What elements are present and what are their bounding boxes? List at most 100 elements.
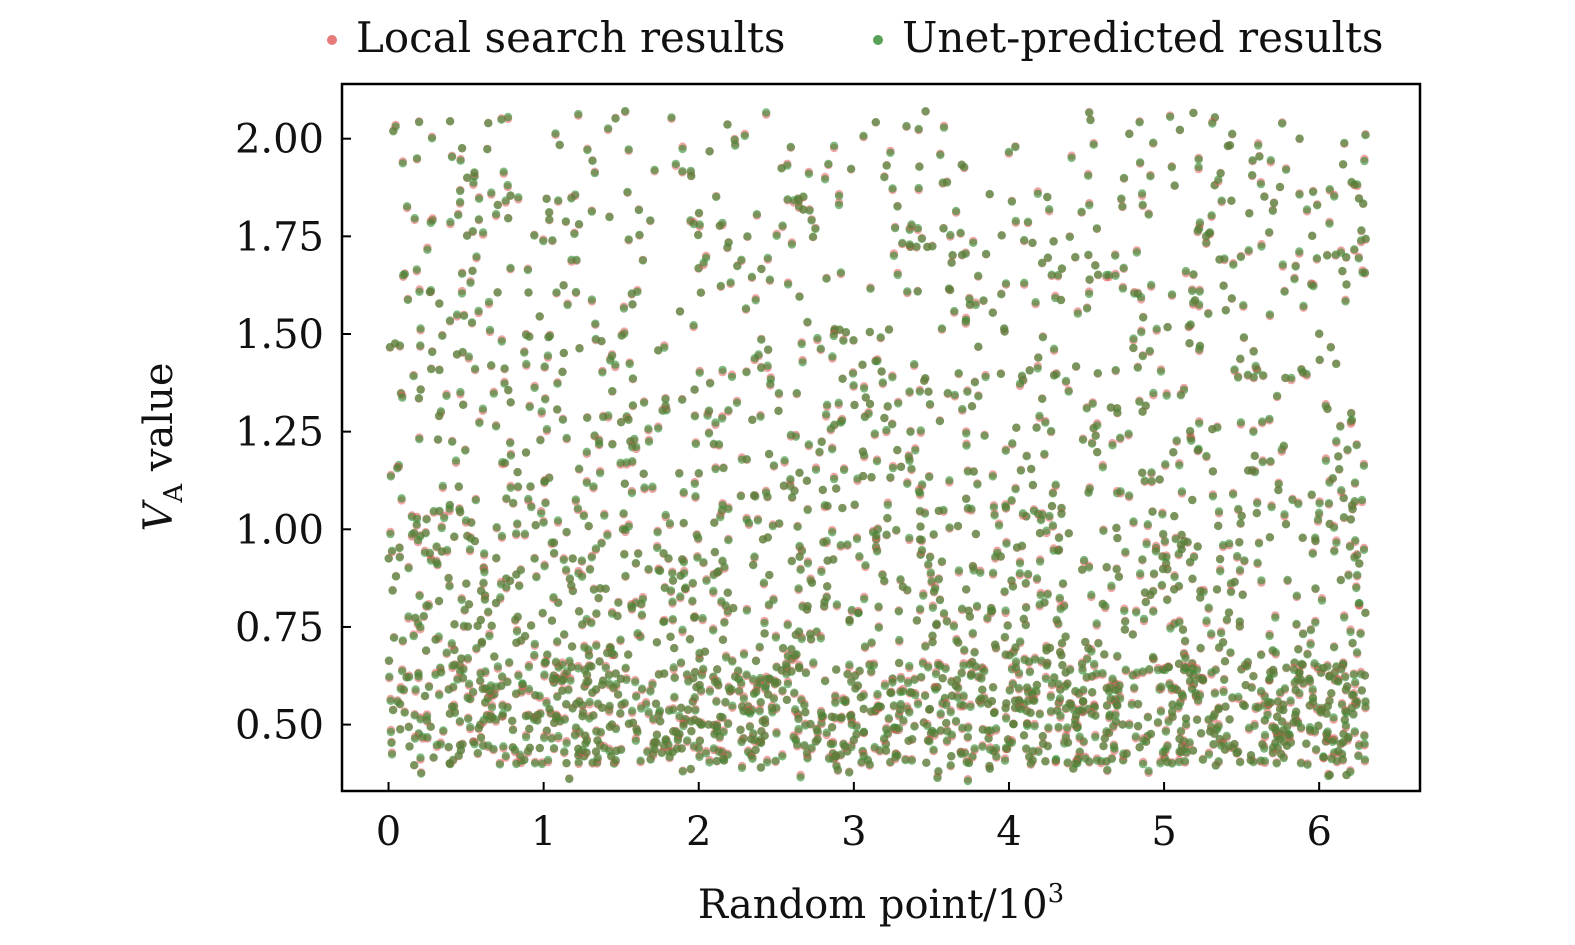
unet-predicted-point (1138, 351, 1148, 361)
unet-predicted-point (827, 712, 836, 722)
unet-predicted-point (420, 691, 430, 701)
unet-predicted-point (463, 693, 472, 703)
unet-predicted-point (574, 757, 583, 767)
unet-predicted-point (966, 702, 975, 712)
unet-predicted-point (965, 612, 975, 621)
unet-predicted-point (389, 127, 398, 136)
unet-predicted-point (1273, 697, 1283, 706)
unet-predicted-point (969, 467, 978, 476)
unet-predicted-point (1339, 513, 1349, 522)
unet-predicted-point (398, 636, 407, 645)
unet-predicted-point (442, 648, 451, 657)
unet-predicted-point (801, 708, 810, 717)
unet-predicted-point (1043, 192, 1052, 202)
unet-predicted-point (903, 479, 912, 488)
unet-predicted-point (1146, 172, 1155, 181)
unet-predicted-point (1045, 205, 1054, 214)
unet-predicted-point (1234, 504, 1243, 514)
unet-predicted-point (778, 643, 788, 653)
unet-predicted-point (898, 238, 907, 248)
unet-predicted-point (490, 652, 499, 661)
unet-predicted-point (1077, 705, 1087, 714)
unet-predicted-point (1217, 196, 1226, 205)
unet-predicted-point (1158, 747, 1168, 757)
unet-predicted-point (1167, 684, 1176, 693)
unet-predicted-point (747, 735, 756, 744)
unet-predicted-point (763, 758, 772, 767)
unet-predicted-point (924, 387, 933, 396)
unet-predicted-point (1313, 515, 1323, 524)
unet-predicted-point (783, 195, 792, 204)
unet-predicted-point (1138, 200, 1147, 209)
unet-predicted-point (445, 582, 454, 591)
unet-predicted-point (571, 723, 581, 732)
unet-predicted-point (1202, 616, 1211, 625)
unet-predicted-point (997, 231, 1006, 240)
unet-predicted-point (894, 658, 904, 668)
unet-predicted-point (1195, 287, 1204, 296)
unet-predicted-point (850, 500, 859, 509)
unet-predicted-point (989, 708, 999, 718)
unet-predicted-point (1298, 629, 1308, 639)
unet-predicted-point (774, 388, 784, 398)
unet-predicted-point (1151, 547, 1161, 556)
unet-predicted-point (1170, 511, 1179, 521)
unet-predicted-point (837, 713, 846, 722)
unet-predicted-point (1210, 689, 1220, 698)
unet-predicted-point (1227, 294, 1237, 303)
unet-predicted-point (548, 236, 557, 245)
unet-predicted-point (1005, 651, 1014, 660)
unet-predicted-point (883, 500, 892, 510)
unet-predicted-point (1294, 645, 1303, 654)
unet-predicted-point (562, 433, 571, 443)
unet-predicted-point (1120, 606, 1129, 616)
unet-predicted-point (627, 488, 637, 498)
unet-predicted-point (1146, 590, 1155, 600)
unet-predicted-point (751, 745, 760, 755)
unet-predicted-point (928, 603, 938, 612)
unet-predicted-point (891, 753, 900, 762)
unet-predicted-point (457, 289, 467, 298)
unet-predicted-point (1258, 740, 1267, 749)
unet-predicted-point (545, 704, 554, 714)
unet-predicted-point (718, 635, 728, 645)
unet-predicted-point (704, 406, 714, 415)
unet-predicted-point (1118, 720, 1127, 729)
unet-predicted-point (1113, 651, 1122, 661)
unet-predicted-point (936, 150, 945, 160)
unet-predicted-point (584, 651, 594, 660)
unet-predicted-point (1216, 169, 1225, 178)
unet-predicted-point (1314, 508, 1324, 517)
unet-predicted-point (699, 558, 708, 567)
unet-predicted-point (803, 505, 812, 515)
unet-predicted-point (852, 534, 862, 544)
unet-predicted-point (471, 496, 480, 505)
unet-predicted-point (1018, 509, 1028, 518)
unet-predicted-point (954, 369, 963, 378)
unet-predicted-point (1041, 674, 1051, 683)
unet-predicted-point (1230, 577, 1239, 587)
unet-predicted-point (607, 609, 617, 618)
unet-predicted-point (928, 638, 937, 647)
unet-predicted-point (743, 232, 752, 241)
unet-predicted-point (1112, 565, 1121, 574)
unet-predicted-point (1138, 667, 1148, 676)
unet-predicted-point (690, 613, 700, 622)
unet-predicted-point (525, 724, 534, 733)
unet-predicted-point (1207, 668, 1216, 677)
unet-predicted-point (892, 525, 901, 535)
unet-predicted-point (527, 502, 536, 512)
unet-predicted-point (1323, 702, 1333, 711)
unet-predicted-point (1158, 565, 1168, 574)
unet-predicted-point (889, 701, 899, 710)
unet-predicted-point (759, 578, 769, 587)
unet-predicted-point (1116, 487, 1125, 496)
unet-predicted-point (921, 374, 930, 383)
unet-predicted-point (555, 140, 564, 150)
unet-predicted-point (524, 494, 533, 504)
unet-predicted-point (429, 753, 438, 762)
unet-predicted-point (1210, 710, 1219, 719)
unet-predicted-point (578, 620, 587, 629)
unet-predicted-point (1350, 478, 1360, 487)
unet-predicted-point (733, 261, 742, 271)
